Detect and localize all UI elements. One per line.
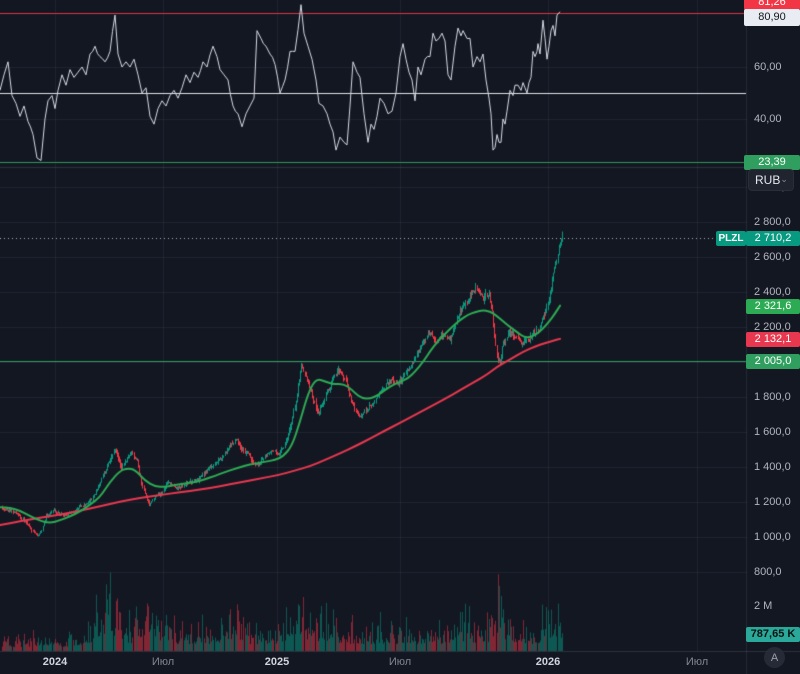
level-line-label[interactable]: 2 005,0 [746,354,800,369]
price-tick: 2 200,0 [754,320,791,333]
rsi-upper-band-label[interactable]: 80,90 [744,9,800,26]
account-circle-button[interactable]: A [764,647,785,668]
rsi-lower-band-label[interactable]: 23,39 [744,155,800,170]
price-tick: 1 800,0 [754,390,791,403]
price-tick: 2 600,0 [754,250,791,263]
account-circle-letter: A [770,651,779,664]
time-tick: 2026 [535,656,561,668]
price-tick: 1 400,0 [754,461,791,473]
time-tick: Июл [388,656,412,668]
time-tick: 2025 [264,656,290,668]
ma-fast-value-label: 2 321,6 [746,299,800,314]
rsi-tick: 40,00 [754,112,782,125]
time-tick: Июл [151,656,175,668]
price-tick: 800,0 [754,566,782,579]
rsi-tick: 60,00 [754,61,782,73]
time-tick: 2024 [42,656,68,668]
price-tick: 1 000,0 [754,531,791,544]
volume-value-label: 787,65 K [746,627,800,642]
currency-value: RUB [755,173,781,187]
last-price-label: 2 710,2 [746,231,800,246]
price-tick: 1 200,0 [754,496,791,509]
currency-dropdown[interactable]: RUB ⌄ [748,169,794,191]
price-tick: 2 800,0 [754,215,791,228]
price-tick: 2 400,0 [754,285,791,298]
ma-slow-value-label: 2 132,1 [746,332,800,347]
volume-axis-tick: 2 M [754,599,773,612]
time-tick: Июл [685,656,709,668]
symbol-badge[interactable]: PLZL [716,231,746,246]
rsi-current-value-label: 81,26 [744,0,800,10]
chevron-down-icon: ⌄ [780,173,788,184]
price-tick: 1 600,0 [754,425,791,438]
